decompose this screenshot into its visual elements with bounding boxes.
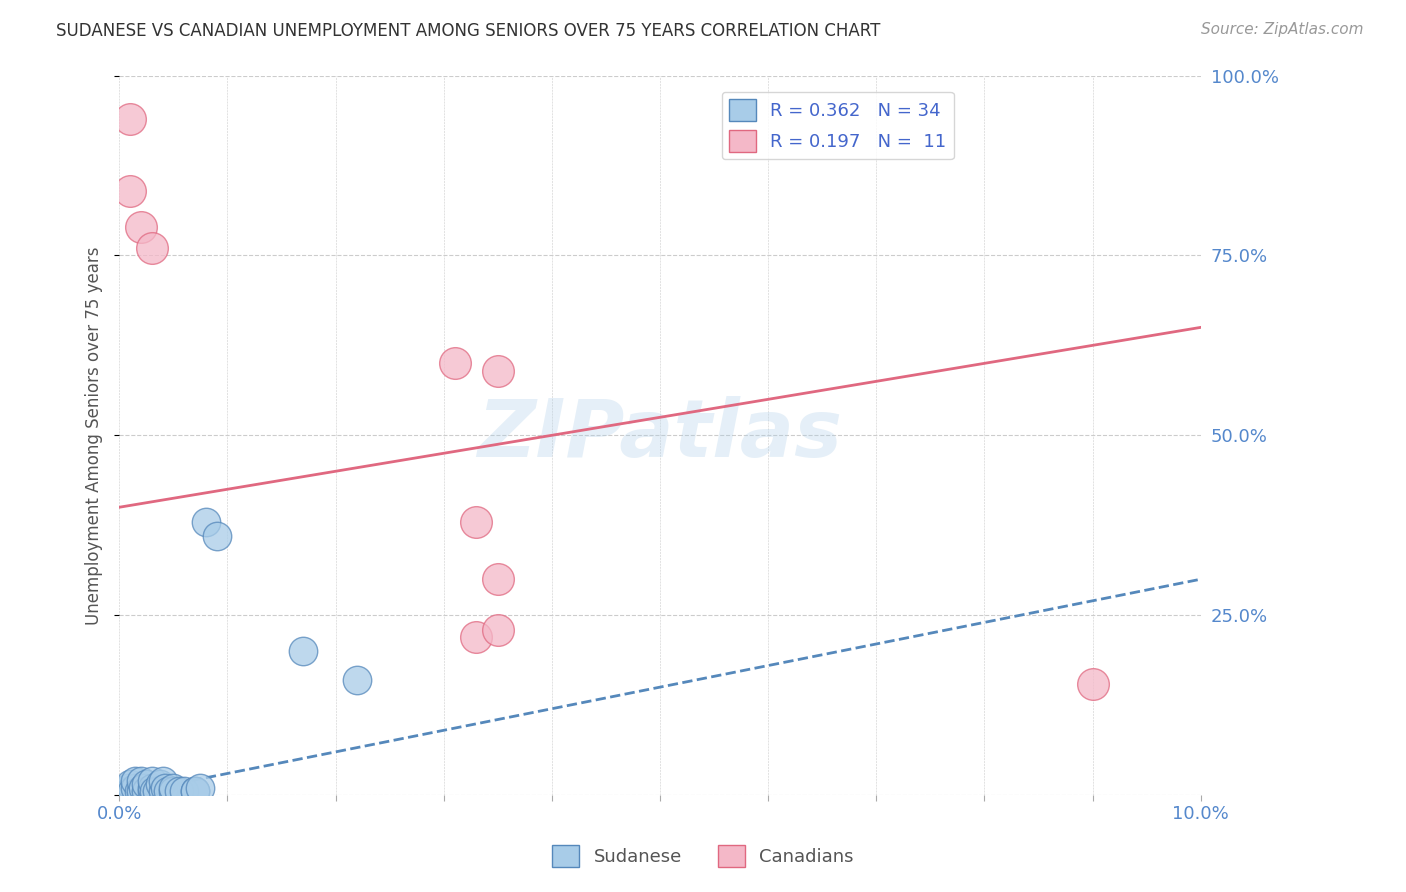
Point [443,356,465,370]
Point [465,515,488,529]
Point [292,644,315,658]
Point [120,184,142,198]
Point [146,784,169,798]
Point [205,529,228,543]
Point [1081,676,1104,690]
Point [124,773,146,788]
Point [129,773,152,788]
Point [142,784,165,798]
Point [141,773,163,788]
Point [129,784,152,798]
Point [121,784,143,798]
Point [153,780,176,795]
Legend: R = 0.362   N = 34, R = 0.197   N =  11: R = 0.362 N = 34, R = 0.197 N = 11 [721,92,953,160]
Point [117,780,139,795]
Point [162,780,184,795]
Point [129,219,152,234]
Point [124,780,146,795]
Point [135,784,157,798]
Point [128,784,150,798]
Point [149,777,172,791]
Point [141,784,163,798]
Text: Source: ZipAtlas.com: Source: ZipAtlas.com [1201,22,1364,37]
Point [184,784,207,798]
Point [486,363,509,377]
Legend: Sudanese, Canadians: Sudanese, Canadians [544,838,862,874]
Point [114,784,136,798]
Point [173,784,195,798]
Point [190,780,212,795]
Point [156,784,179,798]
Point [120,777,142,791]
Point [184,784,207,798]
Point [486,572,509,586]
Point [135,777,157,791]
Y-axis label: Unemployment Among Seniors over 75 years: Unemployment Among Seniors over 75 years [86,246,103,624]
Point [486,623,509,637]
Text: SUDANESE VS CANADIAN UNEMPLOYMENT AMONG SENIORS OVER 75 YEARS CORRELATION CHART: SUDANESE VS CANADIAN UNEMPLOYMENT AMONG … [56,22,880,40]
Point [167,784,190,798]
Text: ZIPatlas: ZIPatlas [478,396,842,475]
Point [346,673,368,687]
Point [141,780,163,795]
Point [194,515,217,529]
Point [132,780,155,795]
Point [120,784,142,798]
Point [465,630,488,644]
Point [152,773,174,788]
Point [141,241,163,255]
Point [152,784,174,798]
Point [162,784,184,798]
Point [120,112,142,126]
